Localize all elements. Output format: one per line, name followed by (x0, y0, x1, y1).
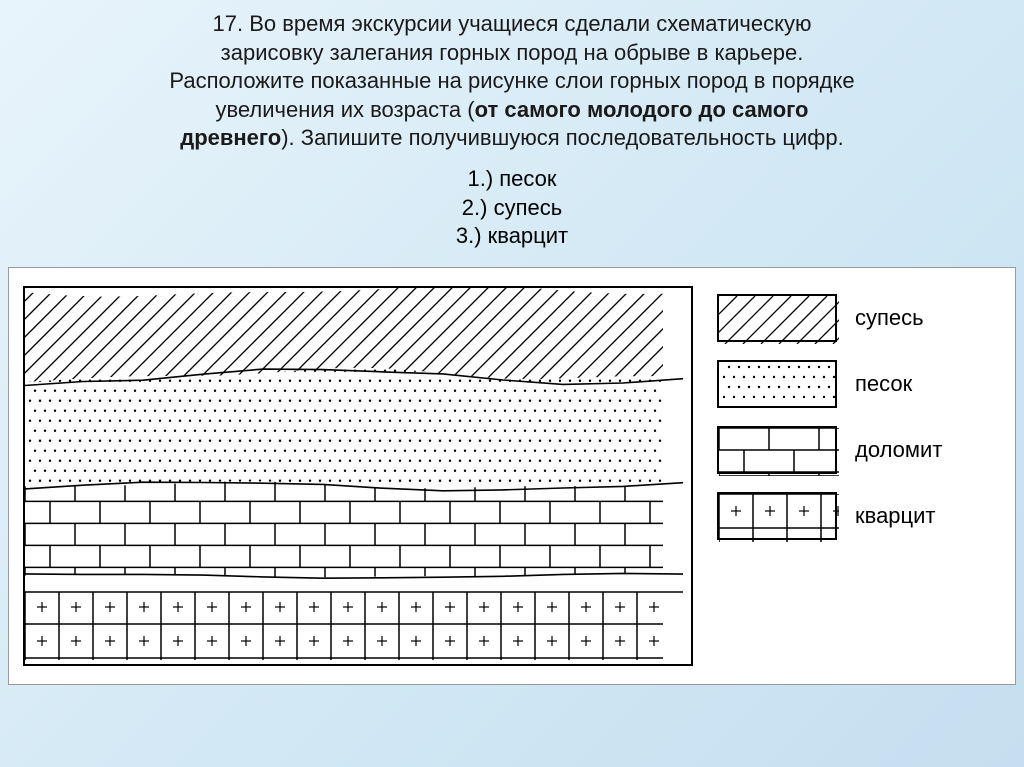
legend-label-pesok: песок (855, 371, 912, 397)
option-1: 1.) песок (0, 165, 1024, 194)
q-l4a: увеличения их возраста ( (215, 97, 474, 122)
q-l3: Расположите показанные на рисунке слои г… (169, 68, 854, 93)
legend-swatch-dolomit (717, 426, 837, 474)
legend-label-kvartsit: кварцит (855, 503, 936, 529)
q-l4b: от самого молодого до самого (475, 97, 809, 122)
legend-item-pesok: песок (717, 360, 1001, 408)
legend: супесь песок доломит кварцит (717, 286, 1001, 540)
q-l2: зарисовку залегания горных пород на обры… (221, 40, 804, 65)
legend-swatch-pesok (717, 360, 837, 408)
q-l5a: древнего (180, 125, 281, 150)
legend-item-kvartsit: кварцит (717, 492, 1001, 540)
q-l5b: ). Запишите получившуюся последовательно… (281, 125, 844, 150)
legend-label-dolomit: доломит (855, 437, 942, 463)
legend-swatch-supyes (717, 294, 837, 342)
q-l1: Во время экскурсии учащиеся сделали схем… (249, 11, 811, 36)
answer-options: 1.) песок 2.) супесь 3.) кварцит (0, 165, 1024, 251)
question-text: 17. Во время экскурсии учащиеся сделали … (0, 0, 1024, 163)
legend-swatch-kvartsit (717, 492, 837, 540)
diagram-panel: супесь песок доломит кварцит (8, 267, 1016, 685)
option-2: 2.) супесь (0, 194, 1024, 223)
option-3: 3.) кварцит (0, 222, 1024, 251)
legend-label-supyes: супесь (855, 305, 924, 331)
q-num: 17. (213, 11, 244, 36)
legend-item-dolomit: доломит (717, 426, 1001, 474)
legend-item-supyes: супесь (717, 294, 1001, 342)
cross-section (23, 286, 693, 666)
